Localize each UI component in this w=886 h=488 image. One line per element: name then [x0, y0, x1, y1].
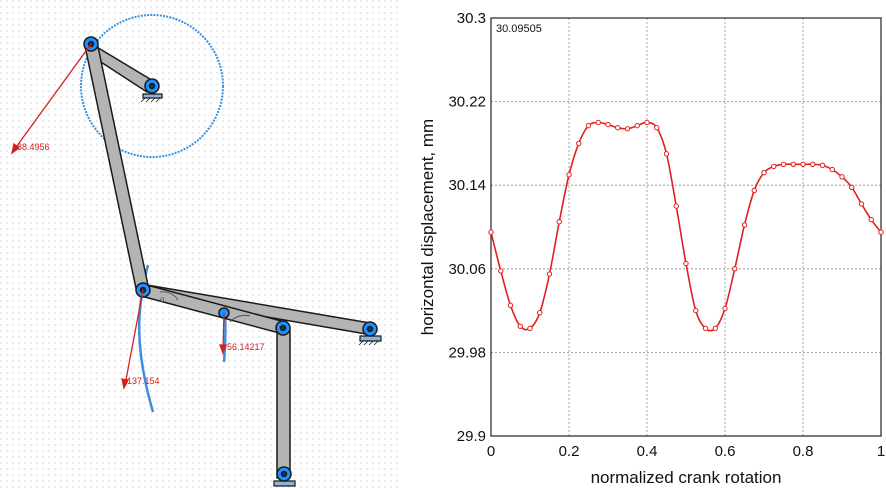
- force-vector-2: [124, 289, 144, 386]
- data-point: [849, 184, 855, 190]
- data-point: [761, 169, 767, 176]
- data-point: [498, 268, 504, 274]
- plot-frame: [490, 17, 882, 437]
- data-point: [751, 187, 757, 194]
- ground-support: [273, 480, 296, 487]
- force-vector-3: [222, 312, 225, 351]
- y-tick-label: 30.06: [448, 261, 486, 278]
- series-displacement: [488, 119, 884, 332]
- data-point: [722, 305, 728, 312]
- data-point: [634, 122, 640, 129]
- y-axis: 29.9 29.98 30.06 30.14 30.22 30.3: [448, 10, 486, 445]
- angle-arc: [229, 314, 251, 323]
- x-tick-label: 0.4: [637, 443, 658, 460]
- data-point: [839, 174, 845, 180]
- data-point: [732, 266, 738, 272]
- output-link[interactable]: [276, 329, 291, 479]
- data-point: [576, 140, 582, 147]
- data-point: [702, 325, 709, 332]
- data-point: [537, 309, 543, 316]
- data-point: [868, 216, 874, 223]
- data-point: [790, 161, 796, 168]
- force-label-2: 137.154: [127, 376, 160, 386]
- data-point: [878, 229, 884, 235]
- data-point: [829, 166, 835, 173]
- force-label-1: 88.4956: [17, 142, 50, 152]
- data-point: [858, 201, 865, 207]
- data-point: [615, 125, 621, 131]
- data-point: [810, 161, 816, 168]
- data-point: [595, 119, 601, 126]
- y-axis-label: horizontal displacement, mm: [418, 119, 437, 335]
- data-point: [771, 163, 777, 170]
- data-point: [556, 219, 562, 225]
- data-point: [585, 122, 592, 129]
- mechanism-view: α 88.4956 137.154 56.14217: [0, 0, 400, 488]
- data-point: [488, 229, 494, 235]
- data-point: [507, 302, 514, 309]
- data-point: [654, 125, 660, 131]
- series-line: [490, 121, 882, 332]
- data-point: [780, 161, 787, 168]
- data-point: [644, 119, 650, 126]
- y-tick-label: 29.9: [457, 428, 486, 445]
- y-tick-label: 29.98: [448, 344, 486, 361]
- force-vector-1: [13, 43, 92, 151]
- data-point: [624, 126, 631, 132]
- ground-support: [142, 93, 163, 99]
- data-point: [517, 323, 523, 329]
- data-point: [605, 121, 611, 128]
- data-point: [527, 325, 533, 332]
- value-readout: 30.09505: [496, 23, 542, 35]
- data-point: [673, 203, 679, 209]
- x-tick-label: 0.6: [715, 443, 736, 460]
- force-label-3: 56.14217: [227, 342, 265, 352]
- crank-path-circle: [80, 14, 224, 158]
- angle-arc: [159, 291, 179, 301]
- x-tick-label: 0.2: [559, 443, 580, 460]
- canvas-grid: [0, 0, 400, 488]
- chart-grid: [491, 18, 881, 436]
- data-point: [712, 325, 718, 332]
- data-point: [683, 260, 689, 267]
- data-point: [693, 307, 699, 314]
- data-point: [741, 222, 748, 228]
- x-tick-label: 0: [487, 443, 495, 460]
- x-axis-label: normalized crank rotation: [591, 468, 782, 487]
- x-tick-label: 0.8: [793, 443, 814, 460]
- y-tick-label: 30.3: [457, 10, 486, 27]
- data-point: [800, 161, 806, 168]
- data-point: [819, 162, 826, 169]
- y-tick-label: 30.14: [448, 177, 486, 194]
- y-tick-label: 30.22: [448, 94, 486, 111]
- x-axis: 0 0.2 0.4 0.6 0.8 1: [487, 443, 885, 460]
- data-point: [663, 151, 670, 157]
- ground-support: [359, 335, 382, 342]
- link-annotation: α: [160, 295, 165, 304]
- data-point: [566, 172, 572, 178]
- data-point: [546, 271, 553, 277]
- x-tick-label: 1: [877, 443, 885, 460]
